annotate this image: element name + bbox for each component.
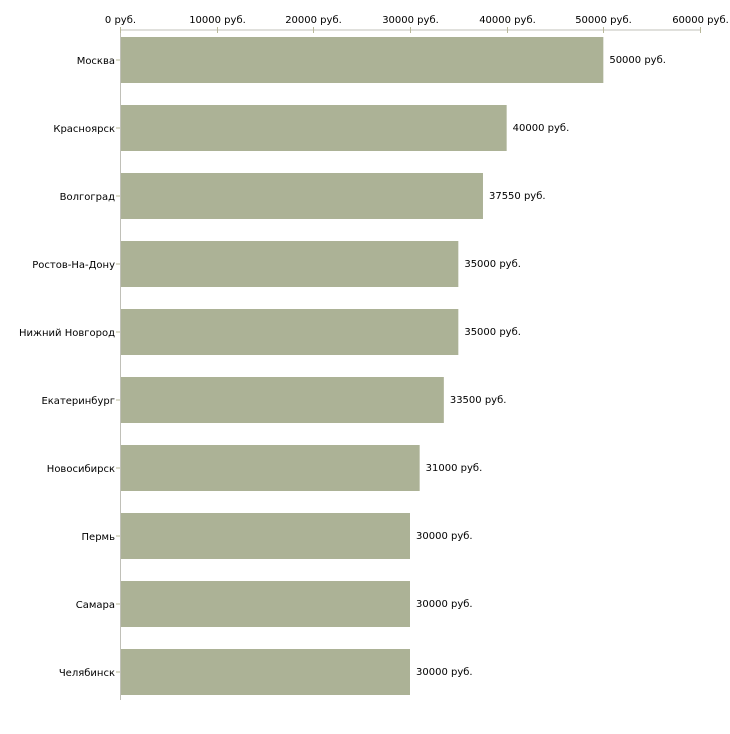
x-tick-label: 60000 руб. — [672, 15, 729, 26]
category-label: Челябинск — [59, 668, 115, 679]
bar — [121, 105, 507, 151]
data-label: 33500 руб. — [450, 395, 507, 406]
category-label: Москва — [77, 56, 115, 67]
bar — [121, 377, 444, 423]
bar — [121, 513, 410, 559]
data-label: 40000 руб. — [513, 123, 570, 134]
data-label: 37550 руб. — [489, 191, 546, 202]
x-tick-label: 10000 руб. — [189, 15, 246, 26]
data-label: 30000 руб. — [416, 599, 473, 610]
bar — [121, 309, 459, 355]
x-tick-label: 0 руб. — [105, 15, 136, 26]
bar — [121, 649, 410, 695]
data-label: 35000 руб. — [464, 259, 521, 270]
data-label: 30000 руб. — [416, 531, 473, 542]
category-label: Нижний Новгород — [19, 328, 115, 339]
category-label: Пермь — [82, 532, 116, 543]
category-label: Ростов-На-Дону — [32, 260, 115, 271]
bar — [121, 445, 420, 491]
bar — [121, 581, 410, 627]
x-tick-label: 30000 руб. — [382, 15, 439, 26]
category-label: Самара — [76, 600, 115, 611]
data-label: 30000 руб. — [416, 667, 473, 678]
bar — [121, 37, 604, 83]
bar — [121, 241, 459, 287]
x-tick-label: 50000 руб. — [575, 15, 632, 26]
category-label: Екатеринбург — [41, 396, 115, 407]
category-label: Новосибирск — [47, 464, 115, 475]
x-tick-label: 40000 руб. — [479, 15, 536, 26]
category-label: Волгоград — [60, 192, 115, 203]
data-label: 50000 руб. — [609, 55, 666, 66]
data-label: 31000 руб. — [426, 463, 483, 474]
bar — [121, 173, 483, 219]
category-label: Красноярск — [53, 124, 115, 135]
x-tick-label: 20000 руб. — [285, 15, 342, 26]
data-label: 35000 руб. — [464, 327, 521, 338]
